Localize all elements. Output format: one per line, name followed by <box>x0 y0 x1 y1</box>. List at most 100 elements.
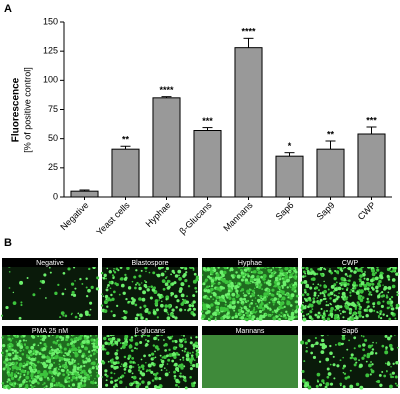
cell <box>304 341 308 345</box>
cell <box>30 369 34 373</box>
cell <box>325 300 328 303</box>
cell <box>373 301 376 304</box>
cell <box>156 347 160 351</box>
cell <box>323 267 326 270</box>
cell <box>242 275 246 279</box>
cell <box>135 381 139 385</box>
cell <box>166 276 168 278</box>
cell <box>31 377 35 380</box>
cell <box>90 374 93 377</box>
cell <box>230 284 234 288</box>
cell <box>234 286 238 290</box>
cell <box>205 285 209 289</box>
cell <box>153 286 156 290</box>
cell <box>29 361 33 365</box>
cell <box>263 298 267 302</box>
cell <box>32 293 36 297</box>
cell <box>317 380 320 383</box>
cell <box>218 311 221 314</box>
cell <box>2 355 4 357</box>
cell <box>201 310 204 313</box>
cell <box>369 373 372 376</box>
cell <box>366 277 370 281</box>
cell <box>354 291 356 294</box>
cell <box>95 367 99 370</box>
cell <box>196 350 199 353</box>
cell <box>330 271 334 275</box>
cell <box>111 274 114 277</box>
cell <box>319 343 323 346</box>
cell <box>101 376 103 378</box>
cell <box>62 315 64 317</box>
cell <box>267 268 271 272</box>
cell <box>139 377 142 380</box>
cell <box>194 286 198 290</box>
cell <box>166 363 169 365</box>
cell <box>259 294 263 299</box>
cell <box>389 384 393 389</box>
cell <box>355 284 359 287</box>
cell <box>24 344 26 347</box>
cell <box>231 300 236 305</box>
cell <box>295 294 299 298</box>
cell <box>277 315 279 318</box>
cell <box>345 305 350 310</box>
cell <box>55 334 59 338</box>
cell <box>360 334 363 337</box>
cell <box>110 293 113 297</box>
cell <box>246 299 249 303</box>
cell <box>85 295 89 298</box>
cell <box>364 271 366 273</box>
cell <box>366 306 369 309</box>
cell <box>382 294 386 298</box>
cell <box>96 338 99 341</box>
cell <box>289 273 293 277</box>
cell <box>71 344 75 348</box>
cell <box>186 295 188 298</box>
cell <box>179 358 182 361</box>
cell <box>164 349 167 352</box>
cell <box>371 282 375 286</box>
cell <box>92 344 96 349</box>
cell <box>88 350 91 353</box>
cell <box>326 309 328 312</box>
cell <box>139 341 143 345</box>
cell <box>119 380 123 384</box>
cell <box>309 286 313 290</box>
cell <box>125 386 127 388</box>
cell <box>37 344 40 347</box>
cell <box>107 334 110 338</box>
cell <box>358 359 360 361</box>
cell <box>274 276 279 281</box>
cell <box>85 277 88 280</box>
cell <box>279 278 282 281</box>
cell <box>49 383 54 388</box>
cell <box>289 276 292 279</box>
cell <box>9 358 12 361</box>
cell <box>134 303 138 307</box>
cell <box>189 367 193 371</box>
cell <box>340 276 345 281</box>
cell <box>147 363 152 368</box>
cell <box>123 355 127 359</box>
cell <box>66 368 69 372</box>
cell <box>39 377 43 382</box>
cell <box>123 372 126 374</box>
cell <box>215 273 220 277</box>
cell <box>76 371 80 374</box>
cell <box>70 386 72 389</box>
cell <box>324 385 328 389</box>
cell <box>41 372 45 376</box>
cell <box>371 272 376 277</box>
cell <box>348 274 352 278</box>
cell <box>5 349 9 353</box>
cell <box>74 280 76 282</box>
cell <box>347 375 351 379</box>
image-tile: PMA 25 nM <box>1 326 100 390</box>
cell <box>102 276 106 280</box>
cell <box>323 289 327 294</box>
cell <box>90 362 93 365</box>
cell <box>330 306 334 311</box>
cell <box>260 275 264 279</box>
cell <box>174 383 178 387</box>
